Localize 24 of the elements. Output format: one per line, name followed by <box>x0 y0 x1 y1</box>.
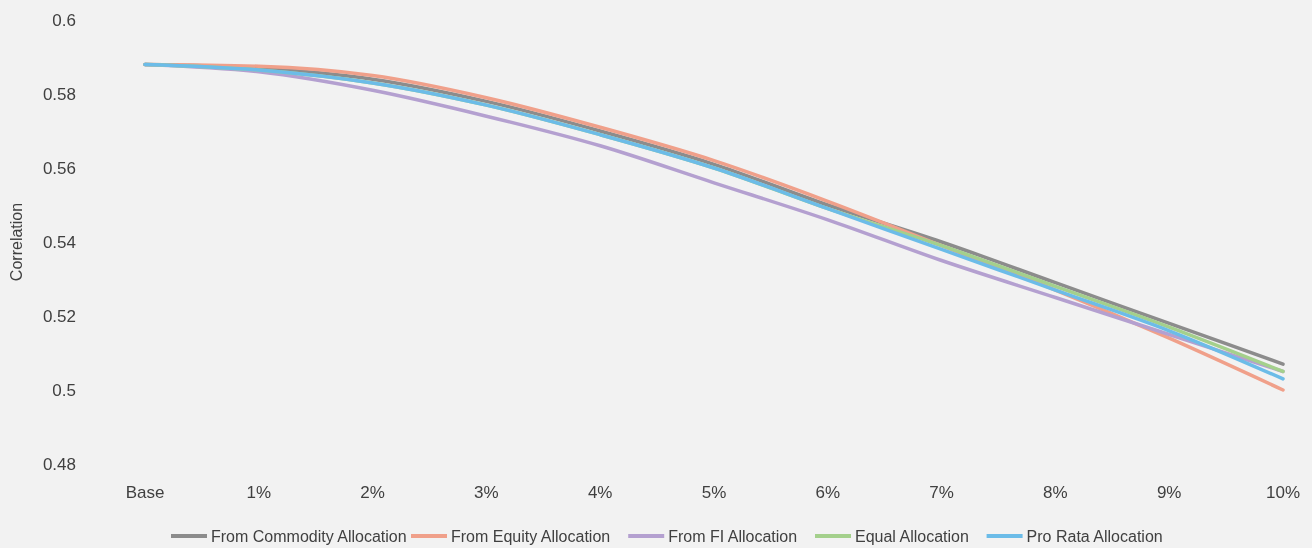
x-tick-label: 6% <box>815 482 841 502</box>
x-tick-label: 1% <box>246 482 272 502</box>
legend-label: Pro Rata Allocation <box>1026 527 1163 545</box>
y-tick-label: 0.56 <box>42 158 76 178</box>
y-tick-label: 0.52 <box>42 306 76 326</box>
legend-label: From FI Allocation <box>668 527 798 545</box>
x-tick-label: Base <box>125 482 165 502</box>
y-tick-label: 0.6 <box>52 10 76 30</box>
y-tick-label: 0.54 <box>42 232 76 252</box>
x-tick-label: 7% <box>929 482 954 502</box>
x-tick-label: 4% <box>587 482 613 502</box>
legend-label: From Equity Allocation <box>451 527 611 545</box>
y-tick-label: 0.5 <box>52 380 76 400</box>
legend-label: From Commodity Allocation <box>211 527 407 545</box>
x-tick-label: 2% <box>360 482 385 502</box>
x-tick-label: 5% <box>701 482 727 502</box>
x-tick-label: 3% <box>474 482 499 502</box>
x-tick-label: 10% <box>1265 482 1301 502</box>
y-tick-label: 0.58 <box>42 84 76 104</box>
x-tick-label: 9% <box>1156 482 1182 502</box>
y-tick-label: 0.48 <box>42 454 76 474</box>
x-tick-label: 8% <box>1043 482 1068 502</box>
y-axis-title: Correlation <box>8 202 25 282</box>
legend-label: Equal Allocation <box>855 527 969 545</box>
